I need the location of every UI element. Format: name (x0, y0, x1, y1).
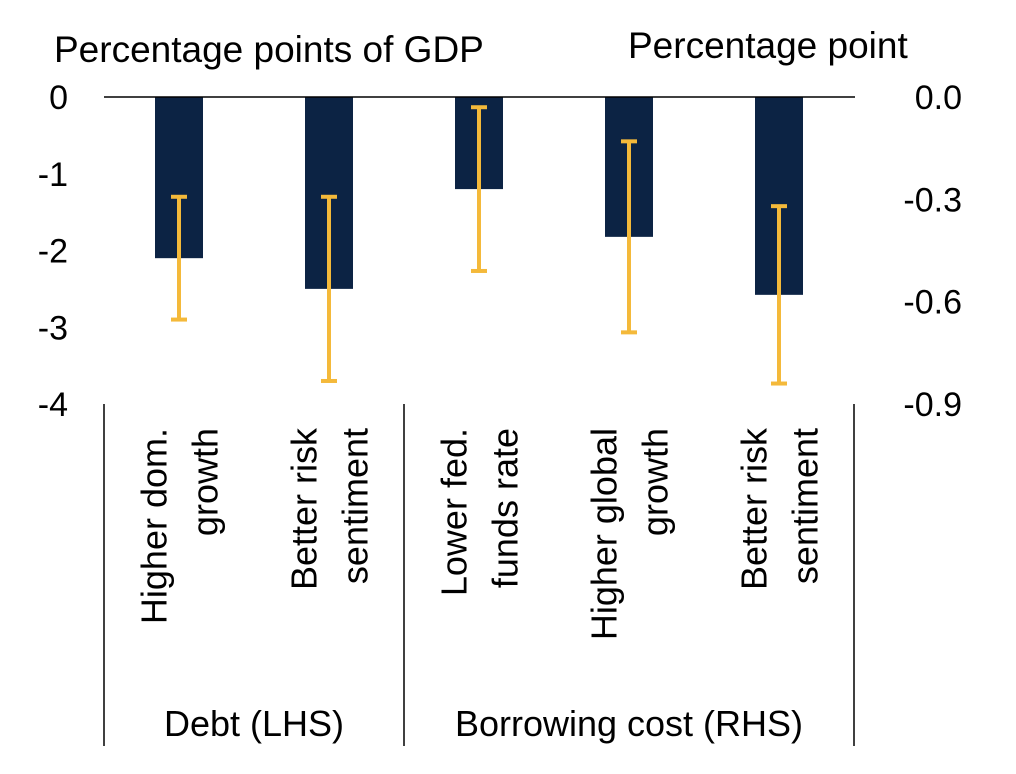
category-label: Higher dom. growth (134, 428, 226, 624)
group-label: Borrowing cost (RHS) (455, 703, 803, 744)
left-tick-label: -4 (38, 386, 68, 424)
category-label-line: growth (185, 428, 226, 536)
category-labels: Higher dom. growth Better risk sentiment Low… (134, 427, 826, 640)
right-tick-label: 0.0 (915, 79, 962, 117)
category-label: Better risk sentiment (734, 427, 826, 590)
category-label: Higher global growth (584, 428, 676, 640)
category-label-line: sentiment (335, 428, 376, 584)
left-axis-label: Percentage points of GDP (54, 29, 484, 70)
category-label-line: Higher global (584, 428, 625, 640)
group-label: Debt (LHS) (164, 703, 344, 744)
right-tick-label: -0.6 (903, 284, 962, 322)
category-label-line: Better risk (284, 427, 325, 590)
left-axis-ticks: 0 -1 -2 -3 -4 (38, 79, 68, 424)
category-label-line: sentiment (785, 428, 826, 584)
left-tick-label: 0 (49, 79, 68, 117)
right-tick-label: -0.9 (903, 386, 962, 424)
error-bars (171, 105, 787, 386)
left-tick-label: -2 (38, 233, 68, 271)
category-label-line: Better risk (734, 427, 775, 590)
category-label: Lower fed. funds rate (434, 428, 526, 596)
category-label-line: Lower fed. (434, 428, 475, 596)
group-labels: Debt (LHS) Borrowing cost (RHS) (164, 703, 803, 744)
right-tick-label: -0.3 (903, 181, 962, 219)
left-tick-label: -1 (38, 156, 68, 194)
right-axis-label: Percentage point (628, 25, 908, 66)
left-tick-label: -3 (38, 309, 68, 347)
group-dividers (103, 404, 855, 746)
category-label-line: growth (635, 428, 676, 536)
category-label: Better risk sentiment (284, 427, 376, 590)
category-label-line: Higher dom. (134, 428, 175, 624)
category-label-line: funds rate (485, 428, 526, 588)
right-axis-ticks: 0.0 -0.3 -0.6 -0.9 (903, 79, 962, 424)
